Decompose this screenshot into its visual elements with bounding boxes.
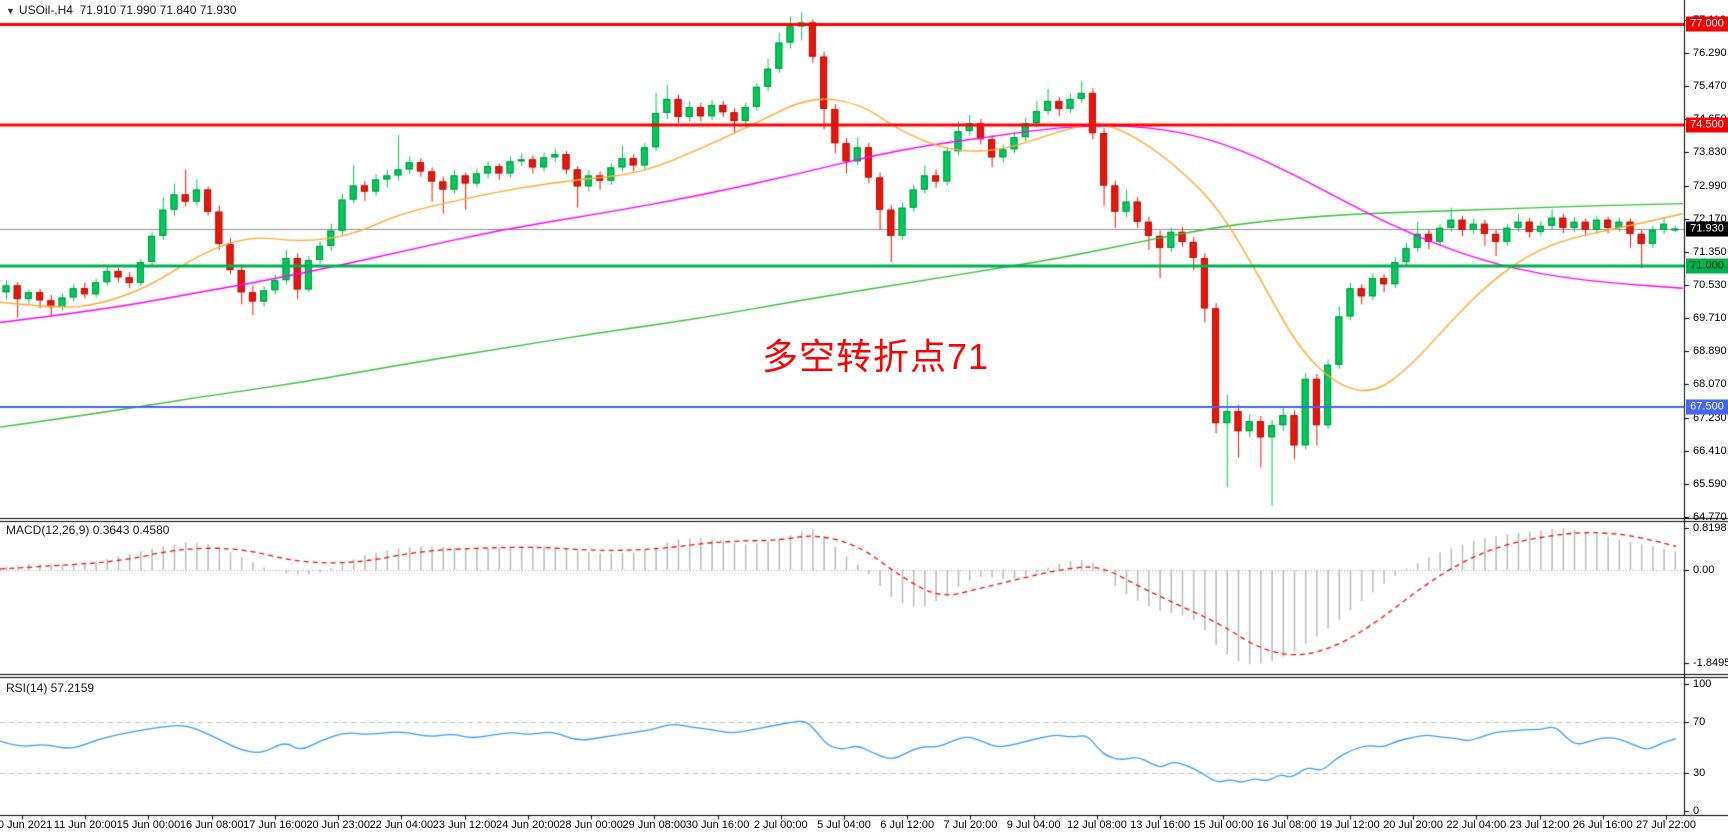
price-axis-label: 68.890 — [1693, 345, 1727, 358]
price-axis-label: 73.830 — [1693, 146, 1727, 159]
macd-axis-label: -1.8495 — [1693, 657, 1728, 669]
time-axis-label[interactable]: 16 Jul 08:00 — [1256, 819, 1317, 831]
time-axis-label[interactable]: 30 Jun 16:00 — [685, 819, 750, 831]
price-axis-label: 68.070 — [1693, 378, 1727, 391]
time-axis-label[interactable]: 6 Jul 12:00 — [880, 819, 935, 831]
chart-text-annotation[interactable]: 多空转折点71 — [762, 336, 990, 377]
price-axis-label: 65.590 — [1693, 477, 1727, 490]
price-line-badge: 74.500 — [1686, 117, 1728, 133]
price-axis-label: 76.290 — [1693, 47, 1727, 59]
macd-axis-label: 0.8198 — [1693, 522, 1727, 535]
time-axis-label[interactable]: 28 Jun 00:00 — [559, 819, 623, 831]
rsi-axis-label: 100 — [1693, 678, 1712, 690]
price-line-badge: 71.000 — [1686, 258, 1728, 274]
current-price-badge: 71.930 — [1686, 221, 1728, 237]
chart-title: ▼ USOil-,H4 71.910 71.990 71.840 71.930 — [6, 3, 236, 17]
price-axis-label: 71.350 — [1693, 245, 1727, 258]
time-axis-label[interactable]: 2 Jul 00:00 — [753, 819, 808, 831]
symbol-dropdown-icon[interactable]: ▼ — [6, 6, 15, 16]
rsi-axis-label: 0 — [1693, 805, 1700, 817]
price-line-badge: 67.500 — [1686, 399, 1728, 415]
time-axis-label[interactable]: 27 Jul 22:00 — [1636, 819, 1696, 831]
time-axis-label[interactable]: 16 Jun 08:00 — [179, 819, 244, 831]
time-axis-label[interactable]: 22 Jun 04:00 — [369, 819, 434, 831]
ohlc-readout: 71.910 71.990 71.840 71.930 — [79, 3, 237, 17]
time-axis-label[interactable]: 23 Jun 12:00 — [432, 819, 497, 831]
rsi-axis-label: 30 — [1693, 766, 1706, 779]
time-axis-label[interactable]: 26 Jul 16:00 — [1572, 819, 1633, 831]
time-axis-label[interactable]: 19 Jul 12:00 — [1319, 819, 1380, 831]
macd-indicator-label: MACD(12,26,9) 0.3643 0.4580 — [6, 523, 170, 537]
time-axis-label[interactable]: 17 Jun 16:00 — [243, 819, 307, 831]
price-axis-label: 67.230 — [1693, 411, 1727, 424]
symbol-label: USOil-,H4 — [18, 3, 73, 17]
price-axis-label: 64.770 — [1693, 511, 1727, 523]
time-axis-label[interactable]: 23 Jul 12:00 — [1509, 819, 1570, 831]
price-axis-label: 72.990 — [1693, 179, 1727, 192]
macd-axis-label: 0.00 — [1693, 564, 1715, 576]
time-axis-label[interactable]: 9 Jul 04:00 — [1006, 819, 1061, 831]
time-axis-label[interactable]: 7 Jul 20:00 — [943, 819, 998, 831]
time-axis-label[interactable]: 24 Jun 20:00 — [496, 819, 560, 831]
time-axis-label[interactable]: 11 Jun 20:00 — [53, 819, 117, 831]
time-axis-label[interactable]: 10 Jun 2021 — [0, 819, 53, 831]
rsi-indicator-label: RSI(14) 57.2159 — [6, 681, 95, 695]
time-axis-label[interactable]: 15 Jun 00:00 — [116, 819, 181, 831]
time-axis-label[interactable]: 22 Jul 04:00 — [1446, 819, 1507, 831]
price-line-badge: 77.000 — [1686, 16, 1728, 32]
time-axis-label[interactable]: 15 Jul 00:00 — [1193, 819, 1254, 831]
time-axis-label[interactable]: 13 Jul 16:00 — [1130, 819, 1191, 831]
time-axis-label[interactable]: 5 Jul 04:00 — [817, 819, 871, 831]
time-axis-label[interactable]: 29 Jun 08:00 — [622, 819, 687, 831]
rsi-axis-label: 70 — [1693, 716, 1706, 729]
price-axis-label: 69.710 — [1693, 312, 1727, 325]
price-axis-label: 75.470 — [1693, 80, 1727, 93]
price-axis-label: 66.410 — [1693, 444, 1727, 457]
time-axis-label[interactable]: 20 Jun 23:00 — [306, 819, 370, 831]
price-axis-label: 70.530 — [1693, 279, 1727, 291]
time-axis-label[interactable]: 12 Jul 08:00 — [1066, 819, 1127, 831]
time-axis-label[interactable]: 20 Jul 20:00 — [1383, 819, 1444, 831]
